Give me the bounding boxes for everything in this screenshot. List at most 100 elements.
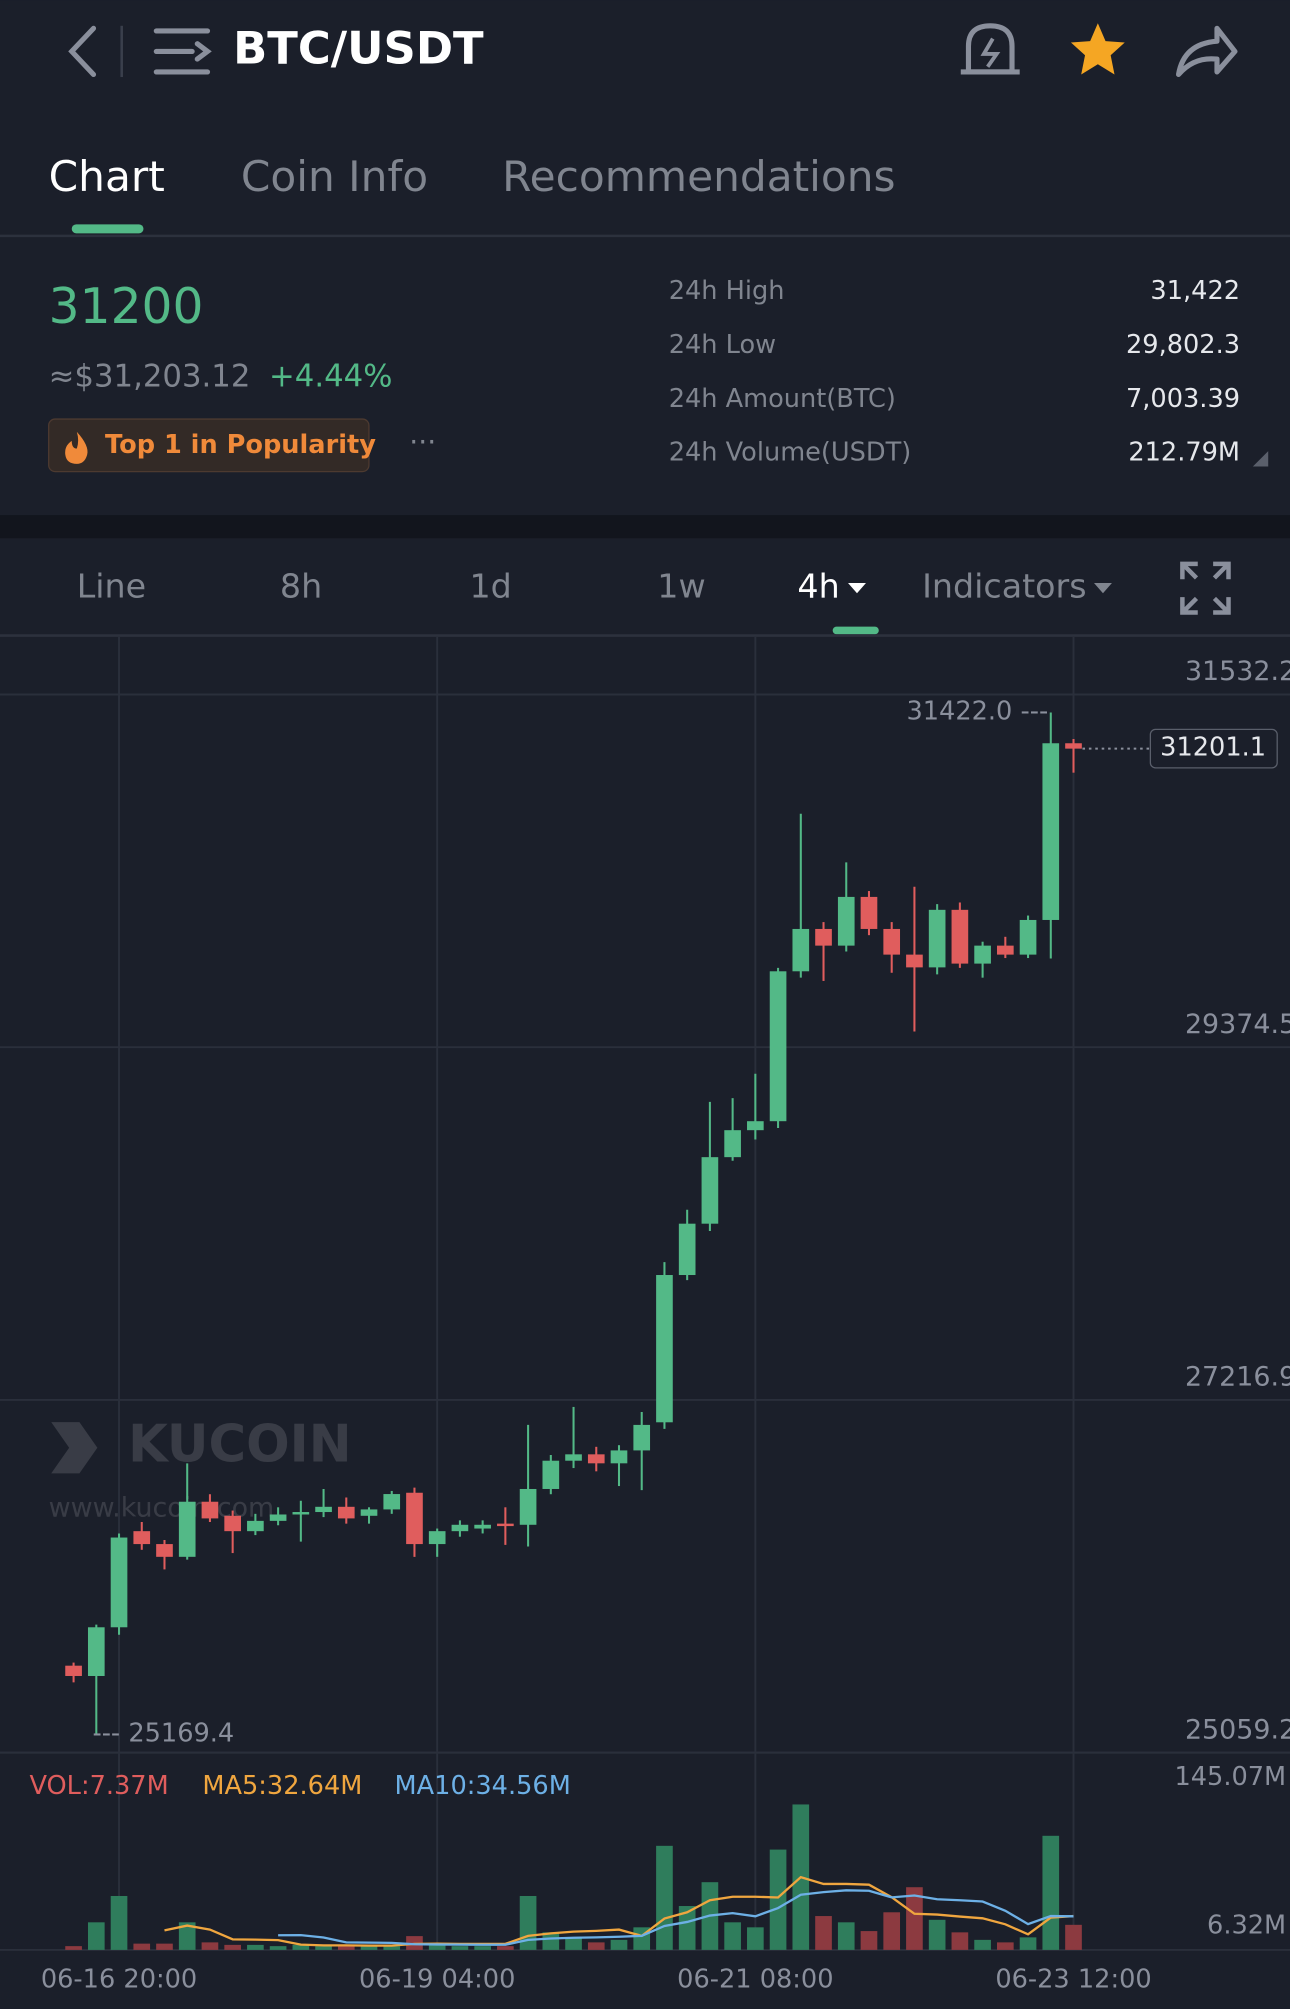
volume-bar bbox=[224, 1944, 241, 1950]
change: +4.44% bbox=[269, 359, 392, 395]
period[interactable]: 4h bbox=[797, 567, 839, 606]
period[interactable]: 1w bbox=[657, 567, 705, 606]
x-tick-label: 06-21 08:00 bbox=[677, 1965, 833, 1995]
volume-legend: VOL:7.37M bbox=[29, 1771, 168, 1801]
tab[interactable]: Coin Info bbox=[241, 152, 428, 201]
legend-entry: MA10:34.56M bbox=[395, 1771, 571, 1801]
volume-bar bbox=[587, 1942, 605, 1950]
candle-body bbox=[997, 945, 1014, 955]
candle-body bbox=[497, 1523, 514, 1527]
corner-mark bbox=[1252, 451, 1269, 467]
candle-body bbox=[224, 1515, 241, 1532]
dropdown-arrow bbox=[1094, 583, 1112, 594]
volume-bar bbox=[1019, 1937, 1037, 1950]
x-tick-label: 06-23 12:00 bbox=[995, 1965, 1151, 1995]
badge-text: Top 1 in Popularity bbox=[105, 430, 376, 460]
candle-body bbox=[1065, 743, 1082, 749]
period[interactable]: Line bbox=[77, 567, 146, 606]
volume-bar bbox=[65, 1946, 82, 1950]
period[interactable]: Indicators bbox=[922, 567, 1087, 606]
volume-bar bbox=[247, 1944, 264, 1950]
volume-bar bbox=[87, 1922, 105, 1950]
chart: 06-16 20:00 06-19 04:00 06-21 08:00 06-23 1… bbox=[0, 636, 1290, 1995]
candle-body bbox=[156, 1544, 173, 1557]
volume-bar bbox=[315, 1946, 332, 1950]
more-button[interactable]: ··· bbox=[409, 425, 436, 458]
stat-value: 7,003.39 bbox=[1126, 384, 1240, 414]
pair-title: BTC/USDT bbox=[233, 21, 484, 74]
volume-bar bbox=[133, 1943, 151, 1950]
volume-tick-label: 6.32M bbox=[1207, 1911, 1286, 1941]
stat-label: 24h High bbox=[669, 276, 785, 306]
candle-body bbox=[383, 1494, 401, 1510]
stat-label: 24h Low bbox=[669, 330, 776, 360]
stat-label: 24h Volume(USDT) bbox=[669, 438, 912, 468]
candle-body bbox=[542, 1460, 560, 1489]
badge[interactable] bbox=[48, 418, 370, 473]
candle-body bbox=[201, 1501, 219, 1519]
candle-body bbox=[837, 896, 855, 946]
tab[interactable]: Chart bbox=[49, 152, 165, 201]
candle-body bbox=[65, 1665, 82, 1676]
candle-body bbox=[1019, 919, 1037, 955]
period[interactable]: 8h bbox=[280, 567, 322, 606]
volume-bar bbox=[156, 1943, 173, 1950]
candle-body bbox=[337, 1506, 355, 1519]
volume-bar bbox=[610, 1939, 628, 1950]
volume-bar bbox=[724, 1922, 741, 1950]
volume-bar bbox=[860, 1931, 878, 1950]
volume-bar bbox=[951, 1932, 969, 1950]
alert-button[interactable] bbox=[960, 23, 1020, 75]
candle-body bbox=[315, 1506, 332, 1513]
y-tick-label: 27216.9 bbox=[1185, 1362, 1290, 1393]
volume-bar bbox=[201, 1942, 219, 1950]
candle-body bbox=[428, 1531, 446, 1545]
volume-bar bbox=[269, 1946, 287, 1950]
fullscreen-button[interactable] bbox=[1180, 561, 1231, 615]
volume-bar bbox=[769, 1849, 787, 1950]
candle-body bbox=[860, 896, 878, 929]
watermark-text: KUCOIN bbox=[128, 1415, 351, 1475]
volume-bar bbox=[178, 1922, 196, 1950]
candle-body bbox=[701, 1157, 719, 1224]
ma-line bbox=[278, 1889, 1074, 1946]
candle-body bbox=[360, 1509, 378, 1516]
period[interactable]: 1d bbox=[469, 567, 511, 606]
volume-bar bbox=[1042, 1835, 1060, 1950]
last-price: 31200 bbox=[49, 279, 204, 335]
stats: 24h High 31,422 24h Low 29,802.3 24h Amo… bbox=[669, 276, 1240, 467]
share-button[interactable] bbox=[1175, 25, 1238, 78]
candle-body bbox=[792, 928, 810, 972]
back-button[interactable] bbox=[68, 25, 97, 78]
candle-body bbox=[906, 954, 923, 968]
y-tick-label: 31532.2 bbox=[1185, 656, 1290, 687]
candle-body bbox=[587, 1454, 605, 1464]
candle-body bbox=[178, 1501, 196, 1557]
candle-body bbox=[87, 1627, 105, 1676]
dropdown-arrow bbox=[848, 583, 866, 594]
volume-bar bbox=[906, 1887, 923, 1950]
volume-bar bbox=[542, 1932, 560, 1950]
period-bar: Line 8h 1d 1w 4h Indicators bbox=[77, 567, 1087, 606]
volume-bar bbox=[974, 1939, 991, 1950]
volume-bar bbox=[678, 1906, 696, 1950]
volume-bar bbox=[292, 1944, 310, 1950]
volume-bar bbox=[656, 1845, 673, 1950]
volume-bar bbox=[497, 1946, 514, 1950]
candle-body bbox=[815, 928, 832, 946]
candle-body bbox=[883, 928, 901, 955]
ma-line bbox=[164, 1875, 1074, 1947]
high-annotation: 31422.0 --- bbox=[906, 697, 1048, 727]
volume-bar bbox=[337, 1944, 355, 1950]
favorite-star[interactable] bbox=[1070, 23, 1125, 75]
volume-bar bbox=[815, 1916, 832, 1950]
low-annotation: --- 25169.4 bbox=[92, 1719, 234, 1749]
menu-button[interactable] bbox=[153, 28, 212, 75]
tab[interactable]: Recommendations bbox=[502, 152, 895, 201]
candle-body bbox=[474, 1524, 491, 1529]
volume-bar bbox=[383, 1946, 401, 1950]
volume-bar bbox=[928, 1919, 946, 1950]
candle-body bbox=[292, 1512, 310, 1515]
candle-body bbox=[769, 971, 787, 1122]
